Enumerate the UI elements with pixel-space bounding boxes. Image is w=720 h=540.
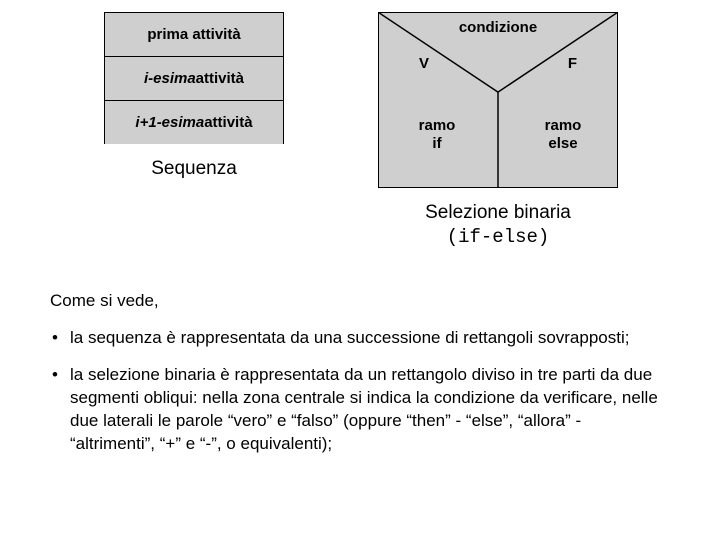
selezione-diagram: condizione V F ramo if ramo else Selezio…	[378, 12, 618, 248]
bullet-1: la sequenza è rappresentata da una succe…	[50, 327, 670, 350]
sequenza-diagram: prima attività i-esima attività i+1-esim…	[104, 12, 284, 180]
ramo-else-text: ramo else	[545, 117, 582, 152]
v-label: V	[419, 55, 429, 73]
seq-row-2-prefix: i-esima	[144, 70, 196, 87]
seq-row-3-prefix: i+1-esima	[135, 114, 204, 131]
lead-text: Come si vede,	[50, 290, 670, 313]
seq-row-2: i-esima attività	[104, 56, 284, 100]
selezione-lines	[379, 13, 617, 187]
ramo-else-label: ramo else	[523, 117, 603, 153]
selezione-sub: (if-else)	[378, 226, 618, 248]
ramo-if-text: ramo if	[419, 117, 456, 152]
bullet-2: la selezione binaria è rappresentata da …	[50, 364, 670, 456]
selezione-caption: Selezione binaria	[378, 202, 618, 224]
sequenza-caption: Sequenza	[104, 158, 284, 180]
body-text: Come si vede, la sequenza è rappresentat…	[0, 290, 720, 456]
seq-row-3: i+1-esima attività	[104, 100, 284, 144]
seq-row-1-text: prima attività	[147, 26, 240, 43]
condizione-label: condizione	[379, 19, 617, 37]
diagrams-area: prima attività i-esima attività i+1-esim…	[0, 0, 720, 290]
seq-row-3-text: attività	[204, 114, 252, 131]
seq-row-2-text: attività	[196, 70, 244, 87]
selezione-box: condizione V F ramo if ramo else	[378, 12, 618, 188]
seq-row-1: prima attività	[104, 12, 284, 56]
ramo-if-label: ramo if	[397, 117, 477, 153]
f-label: F	[568, 55, 577, 73]
